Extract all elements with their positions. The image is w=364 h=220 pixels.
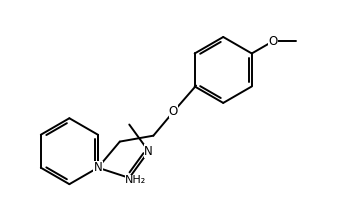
Text: O: O (269, 35, 278, 48)
Text: O: O (169, 105, 178, 118)
Text: N: N (94, 161, 102, 174)
Text: NH₂: NH₂ (125, 176, 146, 185)
Text: N: N (144, 145, 153, 158)
